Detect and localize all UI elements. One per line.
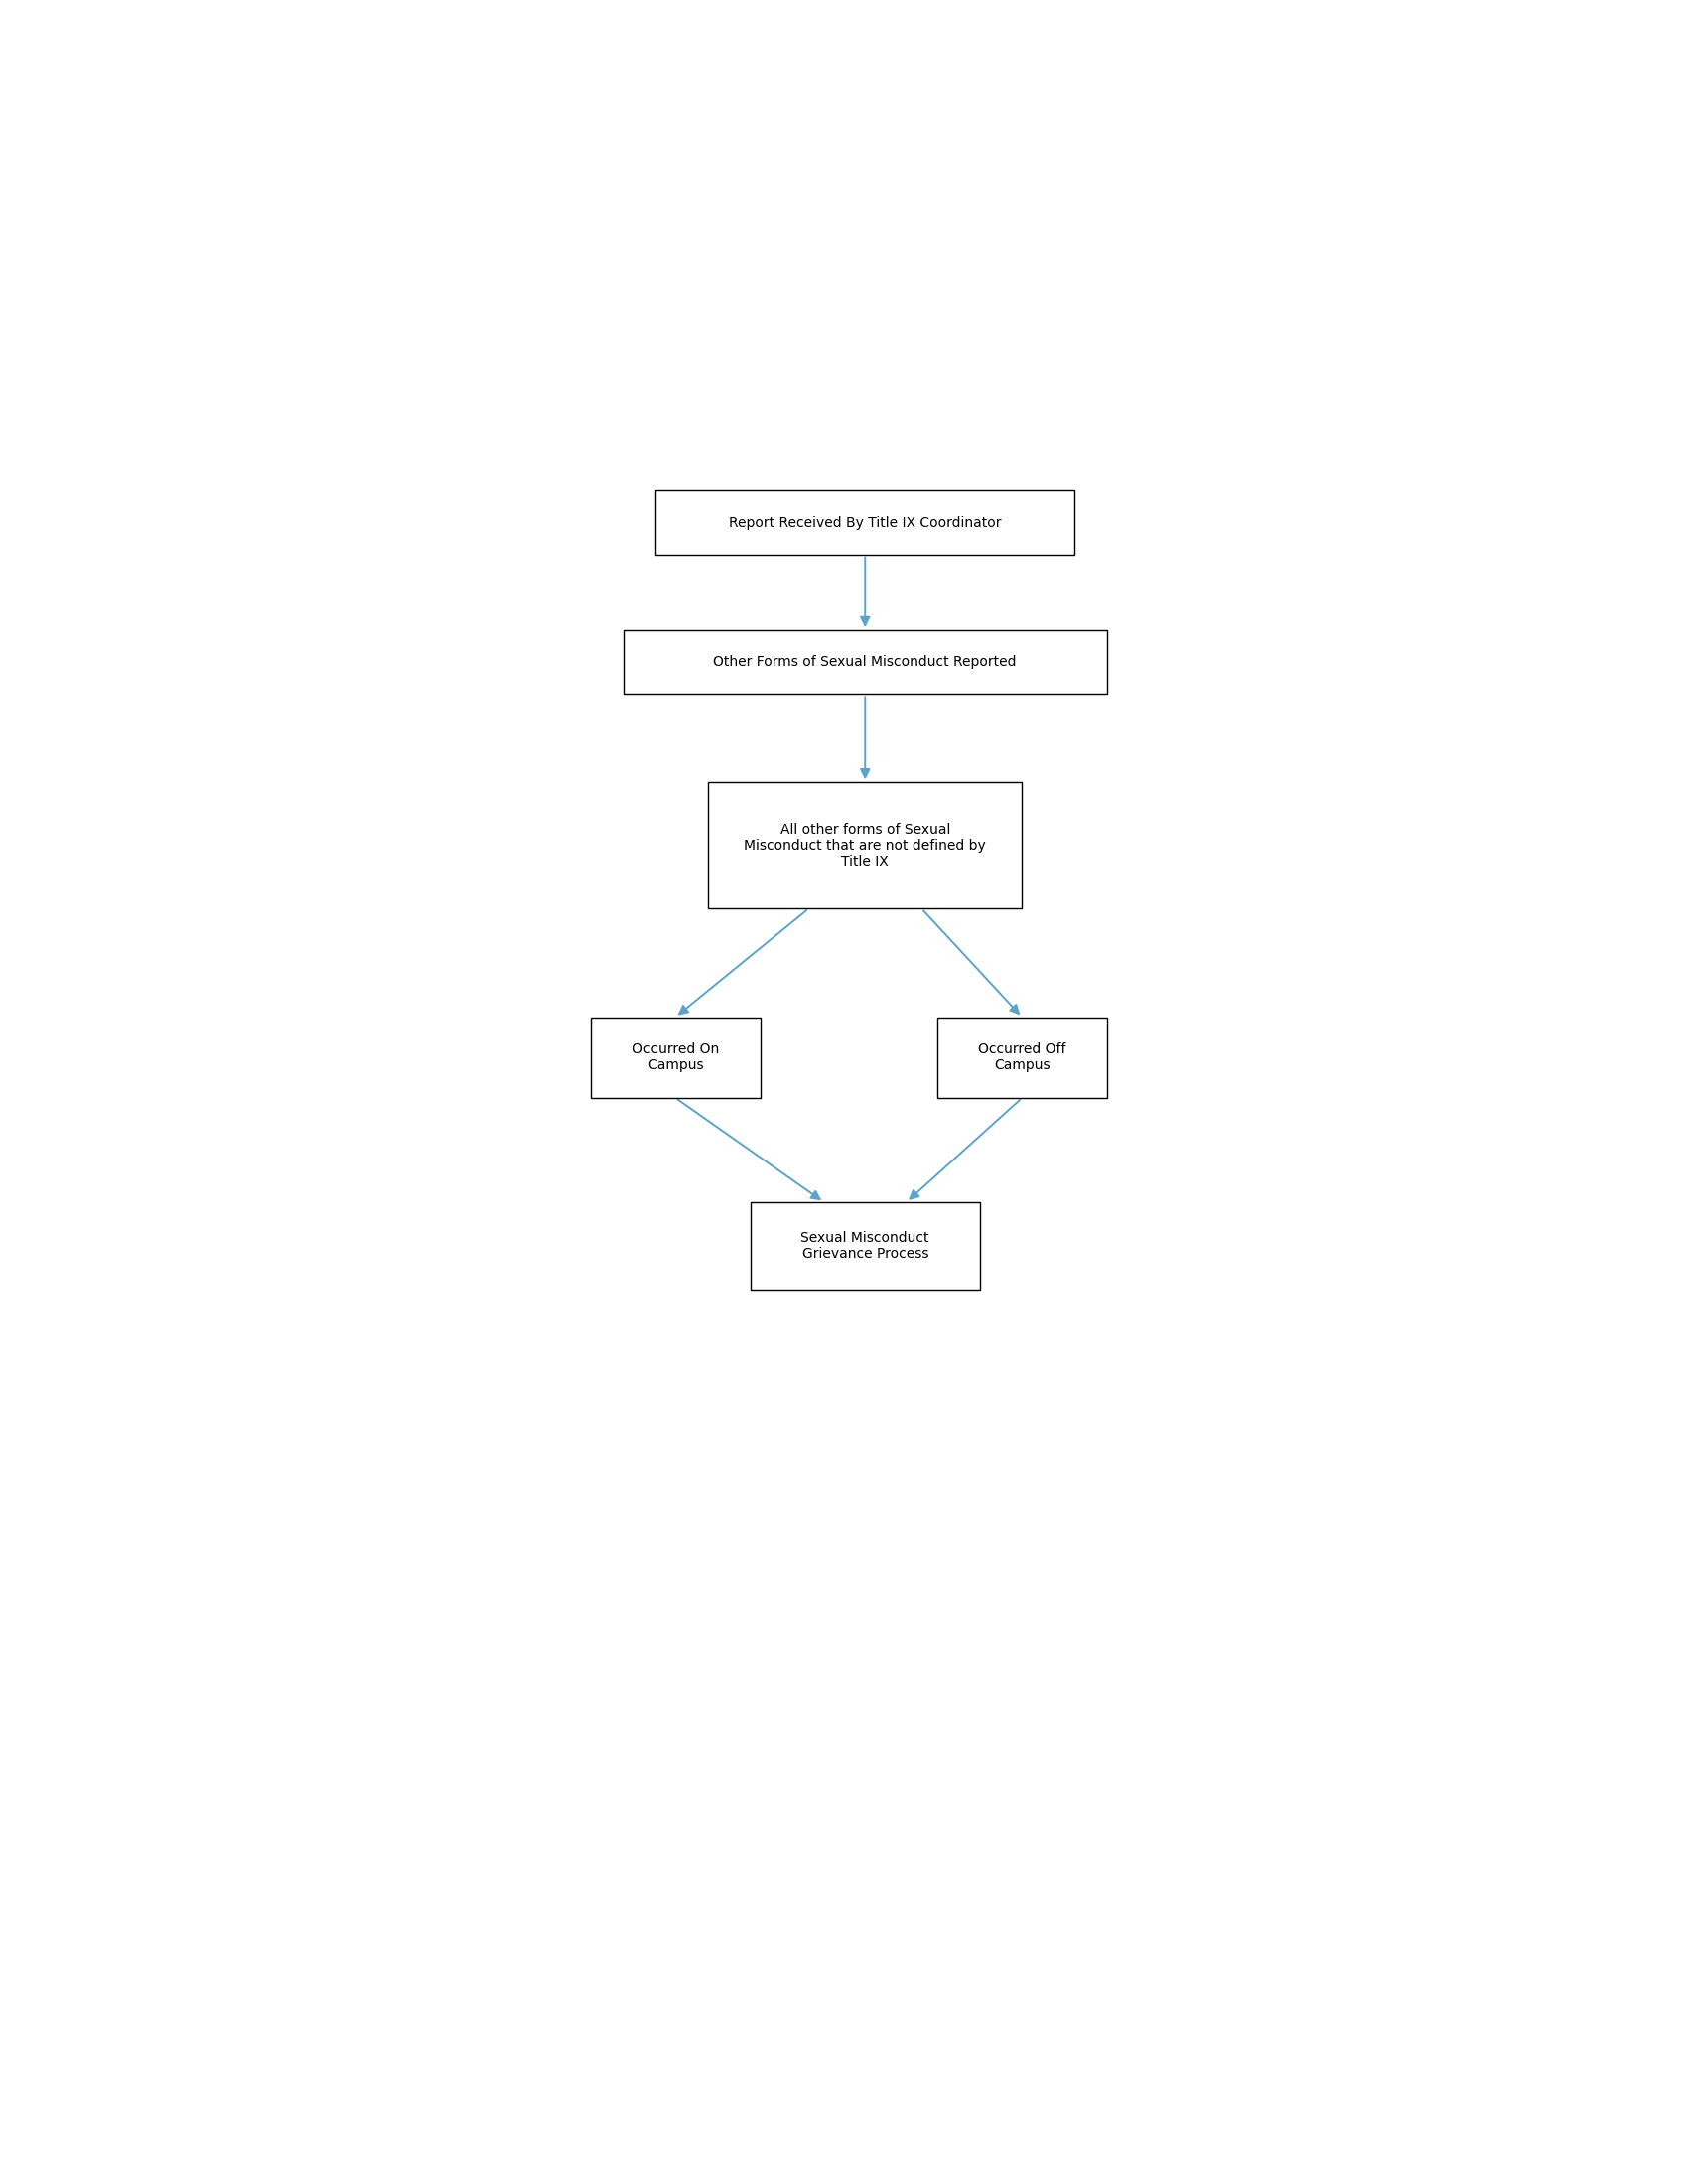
FancyBboxPatch shape (709, 782, 1021, 909)
Text: Other Forms of Sexual Misconduct Reported: Other Forms of Sexual Misconduct Reporte… (714, 655, 1016, 668)
FancyBboxPatch shape (655, 491, 1074, 555)
FancyBboxPatch shape (623, 631, 1107, 695)
FancyBboxPatch shape (591, 1018, 760, 1099)
FancyBboxPatch shape (937, 1018, 1107, 1099)
FancyBboxPatch shape (751, 1201, 979, 1289)
Text: Report Received By Title IX Coordinator: Report Received By Title IX Coordinator (729, 515, 1001, 531)
Text: Occurred On
Campus: Occurred On Campus (631, 1042, 719, 1072)
Text: Occurred Off
Campus: Occurred Off Campus (977, 1042, 1067, 1072)
Text: Sexual Misconduct
Grievance Process: Sexual Misconduct Grievance Process (800, 1232, 930, 1260)
Text: All other forms of Sexual
Misconduct that are not defined by
Title IX: All other forms of Sexual Misconduct tha… (744, 823, 986, 869)
